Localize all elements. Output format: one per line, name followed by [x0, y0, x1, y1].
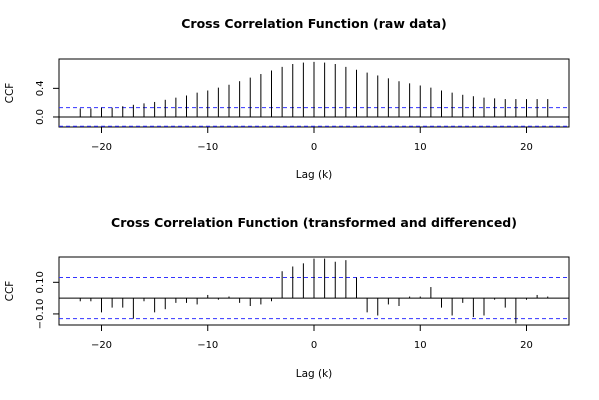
chart-title: Cross Correlation Function (raw data) — [181, 16, 447, 31]
y-tick-label: 0.0 — [35, 109, 46, 125]
x-tick-label: −20 — [91, 142, 112, 153]
x-tick-label: −10 — [197, 142, 218, 153]
chart-title: Cross Correlation Function (transformed … — [111, 215, 517, 230]
x-tick-label: 0 — [311, 142, 317, 153]
x-tick-label: 20 — [520, 142, 533, 153]
x-axis: −20 −10 0 10 20 — [91, 127, 533, 153]
y-tick-label: −0.10 — [35, 299, 46, 330]
x-tick-label: 20 — [520, 340, 533, 351]
panel-transformed: Cross Correlation Function (transformed … — [4, 215, 570, 380]
y-axis-label: CCF — [4, 281, 16, 302]
x-axis-label: Lag (k) — [296, 169, 333, 181]
x-tick-label: −10 — [197, 340, 218, 351]
x-tick-label: 0 — [311, 340, 317, 351]
y-tick-label: 0.10 — [35, 271, 46, 293]
x-tick-label: −20 — [91, 340, 112, 351]
y-tick-label: 0.4 — [35, 80, 46, 96]
y-axis: −0.10 0.10 — [35, 271, 59, 329]
x-tick-label: 10 — [414, 142, 427, 153]
y-axis-label: CCF — [4, 83, 16, 104]
y-axis: 0.0 0.4 — [35, 80, 59, 125]
x-tick-label: 10 — [414, 340, 427, 351]
panel-raw: Cross Correlation Function (raw data) −20… — [4, 16, 570, 181]
x-axis-label: Lag (k) — [296, 368, 333, 380]
x-axis: −20 −10 0 10 20 — [91, 325, 533, 351]
